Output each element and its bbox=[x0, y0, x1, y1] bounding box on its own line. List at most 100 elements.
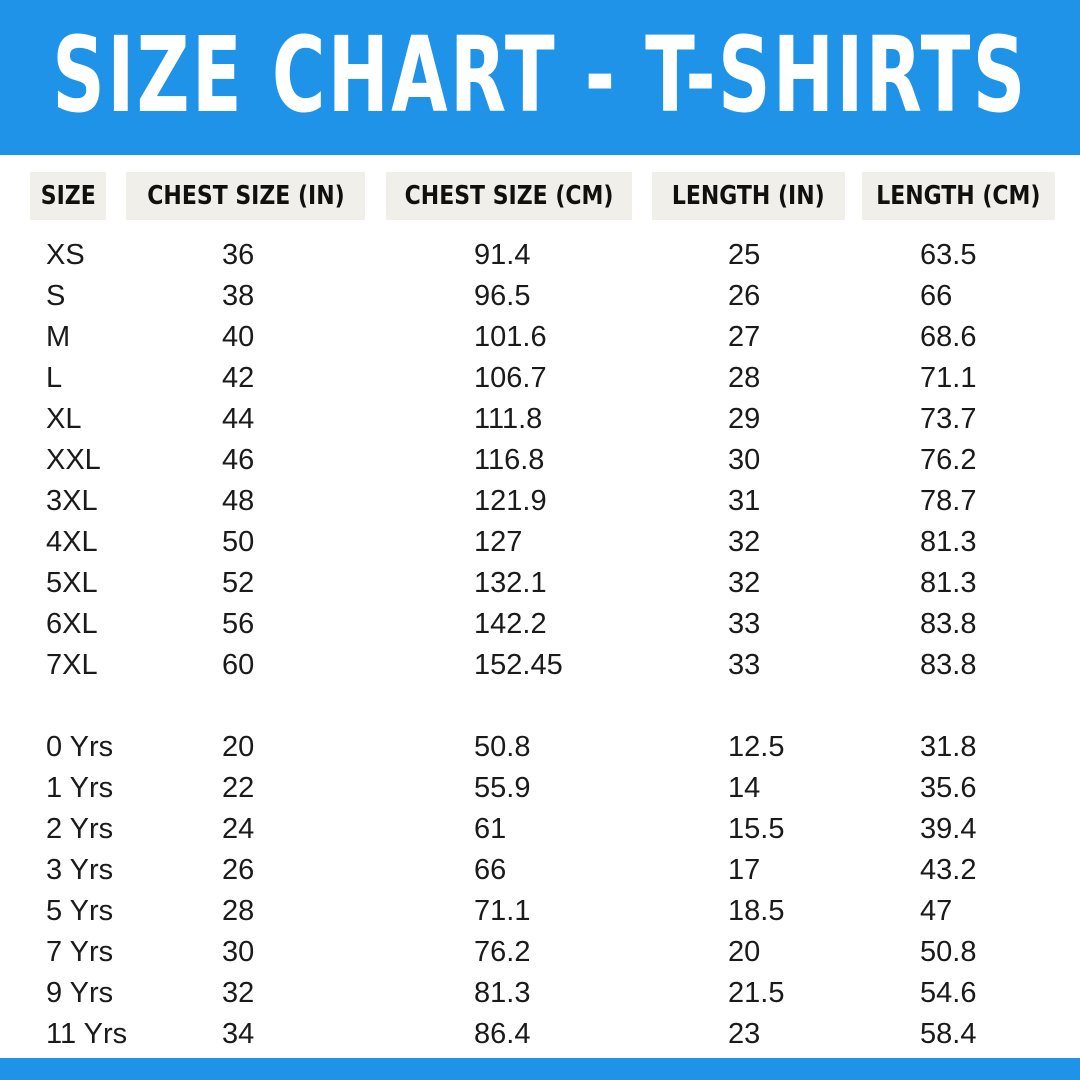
cell-chest_cm: 132.1 bbox=[474, 567, 547, 599]
cell-length_in: 26 bbox=[728, 280, 761, 312]
table-row: 4XL 50 127 32 81.3 bbox=[0, 522, 1080, 563]
cell-length_in: 33 bbox=[728, 649, 761, 681]
cell-length_cm: 35.6 bbox=[920, 772, 977, 804]
column-header-size: SIZE bbox=[30, 172, 106, 220]
table-row: 1 Yrs 22 55.9 14 35.6 bbox=[0, 768, 1080, 809]
column-header-chest-in: CHEST SIZE (IN) bbox=[126, 172, 365, 220]
cell-length_cm: 81.3 bbox=[920, 567, 977, 599]
cell-chest_in: 42 bbox=[222, 362, 255, 394]
cell-chest_cm: 101.6 bbox=[474, 321, 547, 353]
cell-chest_cm: 121.9 bbox=[474, 485, 547, 517]
cell-length_in: 20 bbox=[728, 936, 761, 968]
cell-length_cm: 39.4 bbox=[920, 813, 977, 845]
cell-length_cm: 76.2 bbox=[920, 444, 977, 476]
cell-size: 7XL bbox=[46, 649, 98, 681]
cell-length_cm: 47 bbox=[920, 895, 953, 927]
cell-size: S bbox=[46, 280, 66, 312]
cell-chest_cm: 116.8 bbox=[474, 444, 545, 476]
cell-length_in: 32 bbox=[728, 567, 761, 599]
size-table: SIZE CHEST SIZE (IN) CHEST SIZE (CM) LEN… bbox=[0, 155, 1080, 1058]
table-row: 11 Yrs 34 86.4 23 58.4 bbox=[0, 1014, 1080, 1055]
table-row: XXL 46 116.8 30 76.2 bbox=[0, 440, 1080, 481]
table-row: XL 44 111.8 29 73.7 bbox=[0, 399, 1080, 440]
cell-length_in: 23 bbox=[728, 1018, 761, 1050]
cell-chest_in: 26 bbox=[222, 854, 255, 886]
cell-size: 1 Yrs bbox=[46, 772, 114, 804]
cell-length_cm: 73.7 bbox=[920, 403, 977, 435]
cell-chest_in: 46 bbox=[222, 444, 255, 476]
cell-size: XXL bbox=[46, 444, 101, 476]
column-header-chest-cm: CHEST SIZE (CM) bbox=[386, 172, 632, 220]
cell-chest_in: 60 bbox=[222, 649, 255, 681]
cell-chest_cm: 55.9 bbox=[474, 772, 531, 804]
cell-chest_in: 56 bbox=[222, 608, 255, 640]
cell-length_in: 32 bbox=[728, 526, 761, 558]
cell-chest_cm: 66 bbox=[474, 854, 507, 886]
cell-size: 4XL bbox=[46, 526, 98, 558]
cell-chest_cm: 127 bbox=[474, 526, 523, 558]
cell-length_in: 15.5 bbox=[728, 813, 785, 845]
cell-chest_cm: 96.5 bbox=[474, 280, 531, 312]
cell-chest_cm: 50.8 bbox=[474, 731, 531, 763]
footer-bar bbox=[0, 1058, 1080, 1080]
table-row: 7XL 60 152.45 33 83.8 bbox=[0, 645, 1080, 686]
cell-chest_in: 24 bbox=[222, 813, 255, 845]
cell-length_cm: 58.4 bbox=[920, 1018, 977, 1050]
cell-length_in: 21.5 bbox=[728, 977, 785, 1009]
cell-length_in: 17 bbox=[728, 854, 761, 886]
cell-size: 6XL bbox=[46, 608, 98, 640]
cell-length_cm: 71.1 bbox=[920, 362, 977, 394]
cell-size: 5 Yrs bbox=[46, 895, 114, 927]
table-row: 0 Yrs 20 50.8 12.5 31.8 bbox=[0, 727, 1080, 768]
cell-size: 11 Yrs bbox=[46, 1018, 128, 1050]
cell-chest_cm: 91.4 bbox=[474, 239, 531, 271]
cell-length_in: 12.5 bbox=[728, 731, 785, 763]
cell-length_in: 30 bbox=[728, 444, 761, 476]
cell-length_cm: 66 bbox=[920, 280, 953, 312]
cell-chest_in: 52 bbox=[222, 567, 255, 599]
cell-length_cm: 81.3 bbox=[920, 526, 977, 558]
cell-size: M bbox=[46, 321, 71, 353]
cell-length_cm: 43.2 bbox=[920, 854, 977, 886]
cell-length_in: 28 bbox=[728, 362, 761, 394]
cell-length_in: 14 bbox=[728, 772, 761, 804]
cell-length_cm: 63.5 bbox=[920, 239, 977, 271]
cell-size: 9 Yrs bbox=[46, 977, 114, 1009]
group-separator bbox=[0, 686, 1080, 727]
cell-length_in: 27 bbox=[728, 321, 761, 353]
cell-chest_cm: 106.7 bbox=[474, 362, 547, 394]
cell-chest_cm: 111.8 bbox=[474, 403, 543, 435]
cell-chest_cm: 142.2 bbox=[474, 608, 547, 640]
table-row: 9 Yrs 32 81.3 21.5 54.6 bbox=[0, 973, 1080, 1014]
cell-chest_in: 28 bbox=[222, 895, 255, 927]
table-row: 6XL 56 142.2 33 83.8 bbox=[0, 604, 1080, 645]
cell-chest_in: 30 bbox=[222, 936, 255, 968]
cell-chest_in: 44 bbox=[222, 403, 255, 435]
cell-chest_cm: 86.4 bbox=[474, 1018, 531, 1050]
table-row: 5XL 52 132.1 32 81.3 bbox=[0, 563, 1080, 604]
cell-size: 7 Yrs bbox=[46, 936, 114, 968]
table-row: S 38 96.5 26 66 bbox=[0, 276, 1080, 317]
column-header-length-in: LENGTH (IN) bbox=[652, 172, 845, 220]
cell-length_in: 31 bbox=[728, 485, 761, 517]
cell-length_cm: 83.8 bbox=[920, 608, 977, 640]
page-title: SIZE CHART - T-SHIRTS bbox=[52, 13, 1028, 136]
cell-chest_in: 34 bbox=[222, 1018, 255, 1050]
column-header-length-cm: LENGTH (CM) bbox=[862, 172, 1055, 220]
cell-length_cm: 78.7 bbox=[920, 485, 977, 517]
cell-chest_in: 40 bbox=[222, 321, 255, 353]
cell-chest_in: 20 bbox=[222, 731, 255, 763]
table-row: L 42 106.7 28 71.1 bbox=[0, 358, 1080, 399]
cell-length_in: 33 bbox=[728, 608, 761, 640]
cell-chest_cm: 76.2 bbox=[474, 936, 531, 968]
header-banner: SIZE CHART - T-SHIRTS bbox=[0, 0, 1080, 155]
cell-chest_cm: 152.45 bbox=[474, 649, 563, 681]
cell-size: 5XL bbox=[46, 567, 98, 599]
cell-chest_in: 48 bbox=[222, 485, 255, 517]
cell-chest_in: 32 bbox=[222, 977, 255, 1009]
cell-length_in: 18.5 bbox=[728, 895, 785, 927]
cell-chest_in: 38 bbox=[222, 280, 255, 312]
cell-chest_in: 22 bbox=[222, 772, 255, 804]
table-row: 2 Yrs 24 61 15.5 39.4 bbox=[0, 809, 1080, 850]
cell-size: 2 Yrs bbox=[46, 813, 114, 845]
